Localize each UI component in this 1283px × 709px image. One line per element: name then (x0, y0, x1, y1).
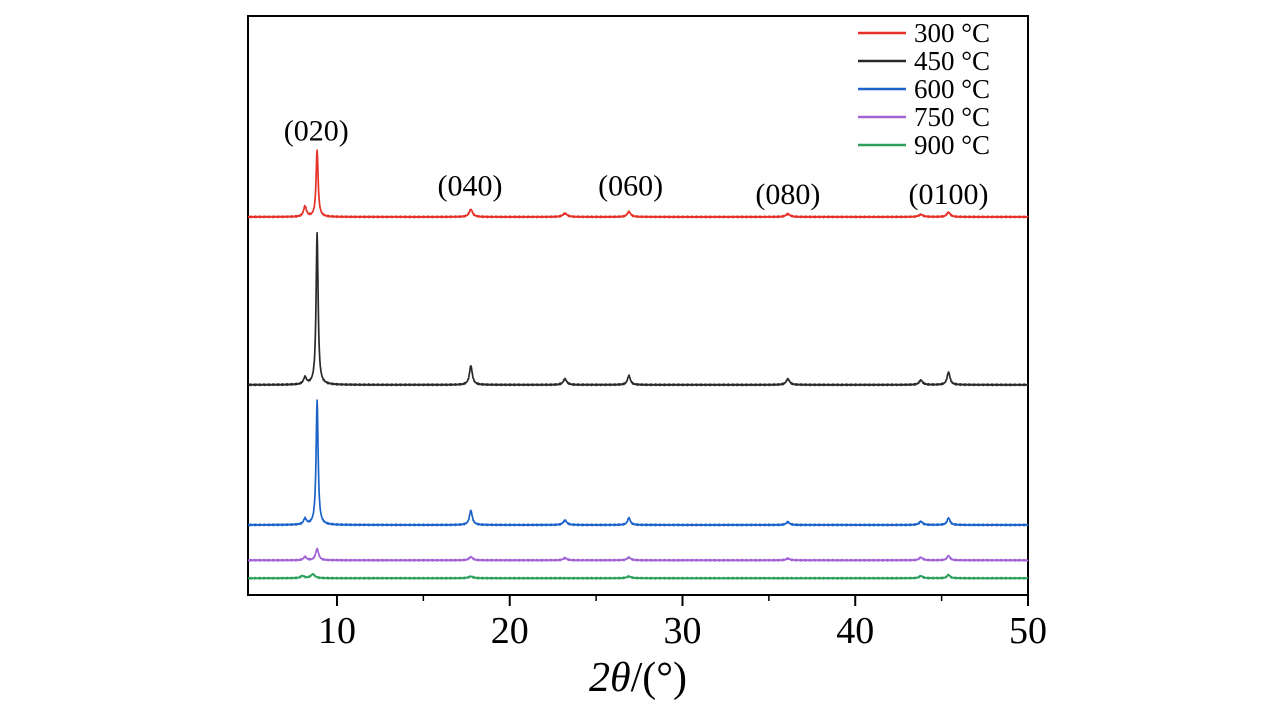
series-line-750C (247, 547, 1029, 562)
legend-label: 600 °C (914, 74, 990, 104)
peak-annotation: (020) (284, 114, 349, 147)
x-tick-label: 20 (491, 610, 529, 652)
legend-label: 300 °C (914, 18, 990, 48)
plot-border (247, 15, 1029, 596)
peak-annotation: (080) (755, 178, 820, 211)
x-axis-label: 2θ/(°) (589, 655, 687, 701)
series-line-450C (247, 231, 1029, 387)
legend-label: 750 °C (914, 102, 990, 132)
series-line-300C (247, 149, 1029, 219)
legend-label: 900 °C (914, 130, 990, 160)
series-line-900C (247, 572, 1029, 580)
legend-label: 450 °C (914, 46, 990, 76)
x-tick-label: 40 (836, 610, 874, 652)
peak-annotation: (060) (598, 169, 663, 202)
x-tick-label: 50 (1009, 610, 1047, 652)
peak-annotation: (0100) (909, 178, 989, 211)
peak-annotation: (040) (438, 169, 503, 202)
x-tick-label: 30 (663, 610, 701, 652)
x-tick-label: 10 (318, 610, 356, 652)
series-line-600C (247, 399, 1029, 527)
